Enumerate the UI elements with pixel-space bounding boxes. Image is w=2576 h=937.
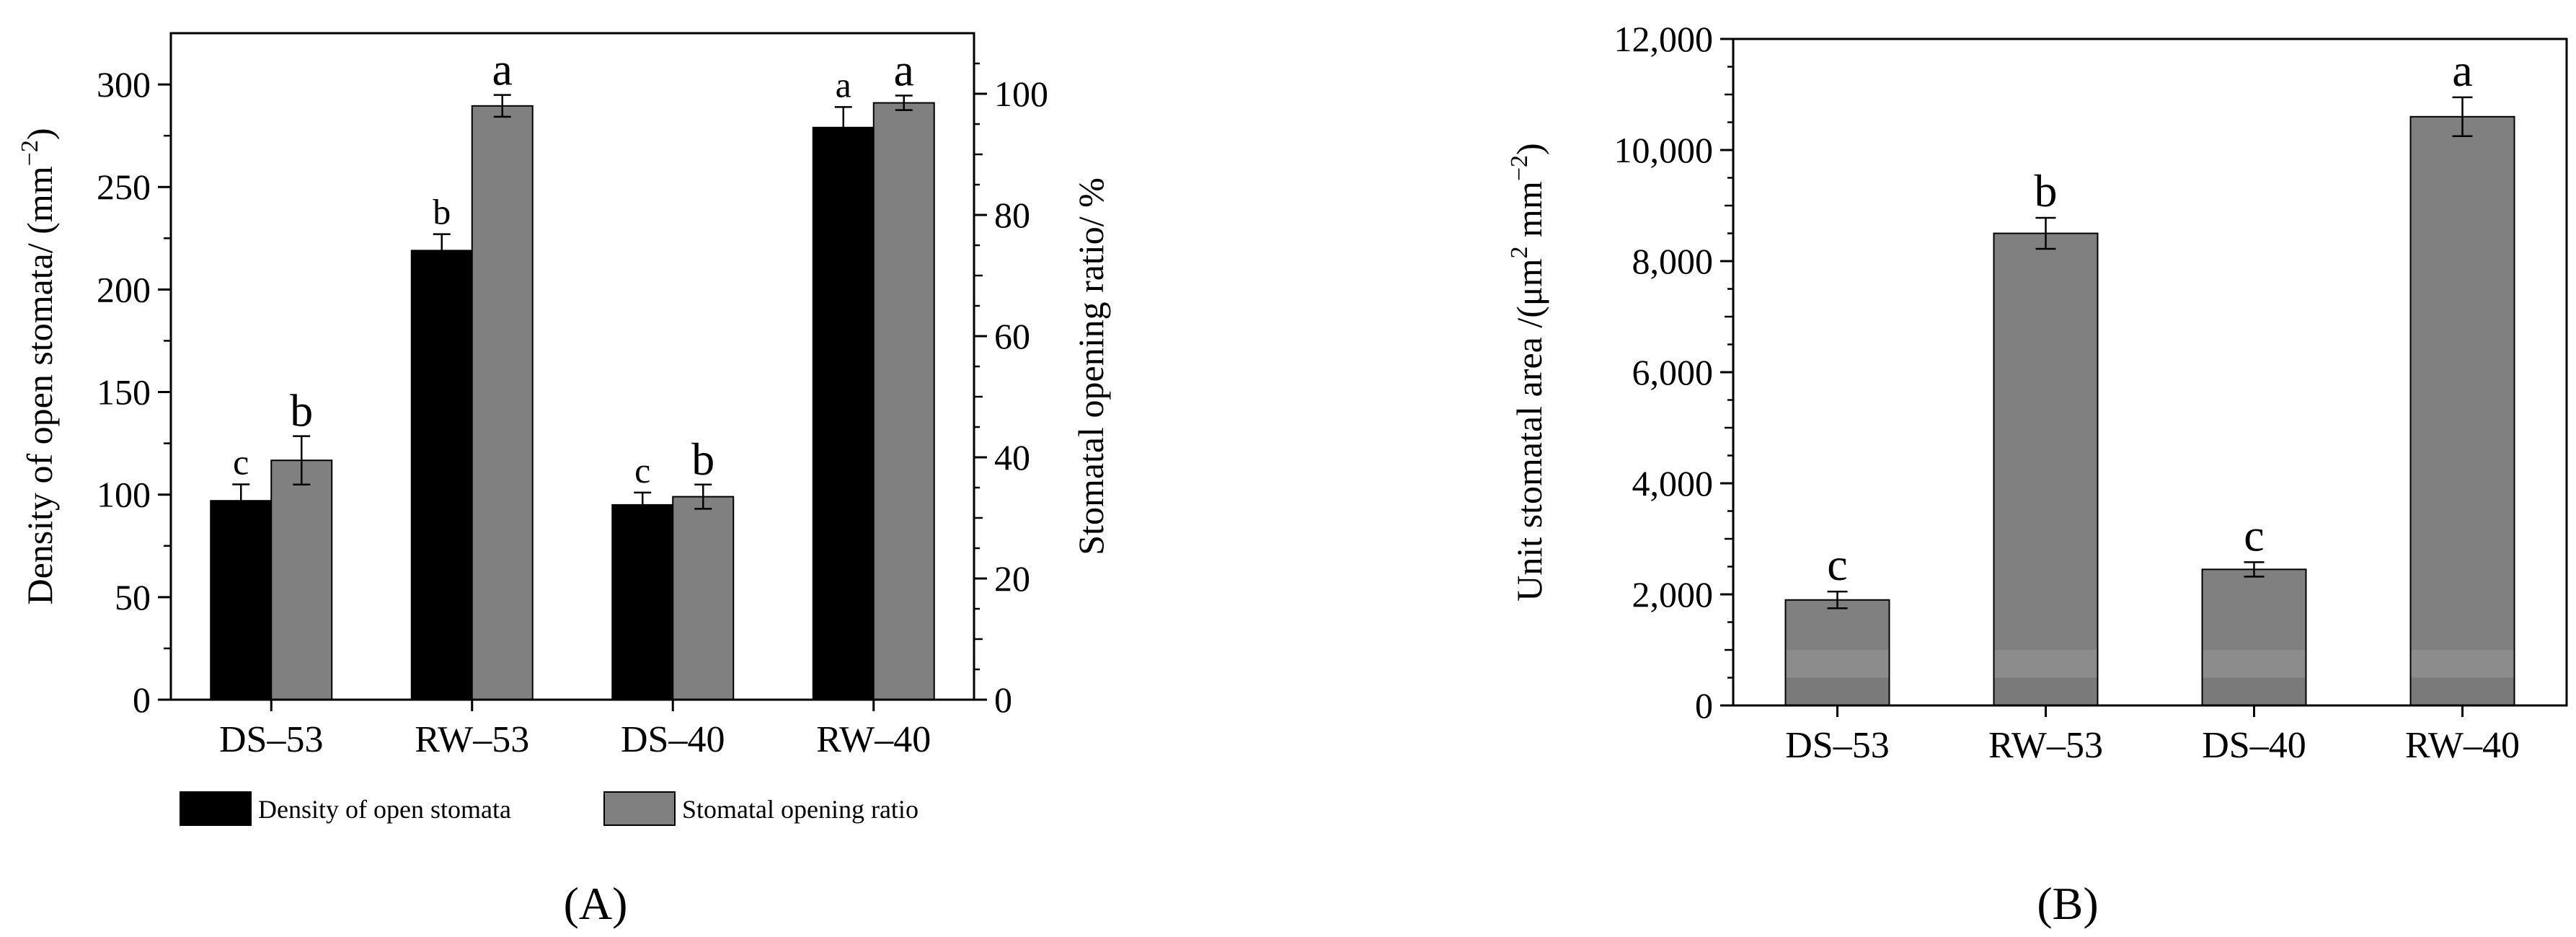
bar-2	[2201, 568, 2307, 706]
x-tick-label-2: DS–40	[621, 719, 725, 760]
bar-ratio-0	[270, 459, 333, 700]
error-bar-ratio-2	[694, 483, 712, 510]
panel-b-y-axis-title: Unit stomatal area /(μm2 mm−2)	[1506, 143, 1549, 601]
bar-density-0	[210, 500, 273, 701]
y2-tick-label-4: 80	[994, 195, 1030, 235]
panel-a-error-bars	[232, 94, 913, 519]
bar-density-3	[812, 126, 875, 700]
bar-ratio-2	[672, 496, 735, 700]
y2-tick-label-1: 20	[994, 558, 1030, 599]
y-tick-label-1: 50	[115, 577, 151, 617]
x-tick-label-2: DS–40	[2202, 725, 2306, 766]
y2-tick-label-5: 100	[994, 74, 1048, 114]
panel-b-label: (B)	[2037, 878, 2098, 929]
bar-body	[2409, 115, 2515, 707]
bar-band	[2411, 650, 2514, 678]
error-bar-density-3	[834, 106, 852, 149]
bar-ratio-3	[872, 102, 935, 701]
error-bar-ratio-0	[293, 435, 311, 486]
bar-1	[1993, 232, 2099, 706]
significance-letter-ratio-2: b	[691, 434, 714, 485]
panel-b-significance-letters: c b c a	[1827, 45, 2472, 590]
bar-0	[1784, 599, 1890, 707]
panel-a-left-axis-ticks: 0 50 100 150 200 250 300	[97, 64, 171, 720]
significance-letter-1: b	[2035, 165, 2058, 216]
y-tick-label-6: 12,000	[1614, 19, 1714, 59]
legend-label-ratio: Stomatal opening ratio	[682, 795, 919, 824]
bar-density-2	[611, 503, 674, 701]
x-tick-label-0: DS–53	[1785, 725, 1889, 766]
y-tick-label-5: 250	[97, 167, 151, 207]
significance-letter-density-1: b	[433, 192, 451, 232]
x-tick-label-1: RW–53	[415, 719, 529, 760]
y-tick-label-6: 300	[97, 64, 151, 105]
x-tick-label-3: RW–40	[2405, 725, 2520, 766]
bar-density-1	[410, 250, 473, 700]
bar-ratio-1	[471, 105, 534, 701]
y2-tick-label-3: 60	[994, 316, 1030, 356]
y-tick-label-4: 8,000	[1632, 241, 1714, 281]
legend-swatch-ratio	[603, 791, 676, 826]
panel-a-y2-axis-title: Stomatal opening ratio/ %	[1071, 177, 1111, 555]
panel-b: c b c a 0 2,000 4,000 6,000 8,000 10,000 12,000 D…	[1506, 19, 2568, 929]
x-tick-label-3: RW–40	[816, 719, 931, 760]
significance-letter-2: c	[2244, 509, 2264, 560]
y-tick-label-2: 4,000	[1632, 463, 1714, 503]
y-tick-label-3: 6,000	[1632, 352, 1714, 392]
legend-swatch-density	[180, 791, 252, 826]
y-tick-label-4: 200	[97, 269, 151, 309]
bar-band	[1994, 677, 2097, 705]
error-bar-ratio-3	[895, 94, 913, 111]
error-bar-3	[2452, 96, 2473, 137]
error-bar-ratio-1	[493, 94, 511, 118]
bar-band	[2411, 677, 2514, 705]
panel-b-error-bars	[1827, 96, 2473, 610]
significance-letter-density-0: c	[233, 441, 249, 482]
bar-3	[2409, 115, 2515, 707]
significance-letter-0: c	[1827, 539, 1847, 590]
bar-band	[2203, 677, 2306, 705]
significance-letter-ratio-0: b	[290, 385, 313, 436]
y2-tick-label-2: 40	[994, 437, 1030, 478]
y-tick-label-1: 2,000	[1632, 574, 1714, 615]
panel-b-y-axis-ticks: 0 2,000 4,000 6,000 8,000 10,000 12,000	[1614, 19, 1733, 726]
legend: Density of open stomata Stomatal opening…	[180, 791, 919, 826]
significance-letter-density-2: c	[634, 450, 650, 491]
y-tick-label-5: 10,000	[1614, 130, 1714, 170]
error-bar-1	[2035, 216, 2056, 250]
significance-letter-ratio-1: a	[492, 44, 513, 95]
panel-a-y-axis-title: Density of open stomata/ (mm−2)	[17, 128, 60, 604]
error-bar-density-1	[433, 233, 451, 268]
y2-tick-label-0: 0	[994, 679, 1012, 720]
error-bar-density-2	[634, 491, 652, 519]
bar-band	[1786, 650, 1889, 678]
error-bar-0	[1827, 590, 1848, 610]
y-tick-label-0: 0	[133, 679, 151, 720]
x-tick-label-1: RW–53	[1988, 725, 2103, 766]
panel-a-x-axis-ticks: DS–53 RW–53 DS–40 RW–40	[219, 700, 931, 760]
significance-letter-3: a	[2452, 45, 2472, 96]
bar-band	[1786, 677, 1889, 705]
x-tick-label-0: DS–53	[219, 719, 323, 760]
bar-band	[1994, 650, 2097, 678]
y-tick-label-2: 100	[97, 475, 151, 515]
bar-body	[1993, 232, 2099, 706]
significance-letter-density-3: a	[836, 64, 851, 105]
panel-a-right-axis-ticks: 0 20 40 60 80 100	[974, 62, 1048, 720]
bar-band	[2203, 650, 2306, 678]
legend-label-density: Density of open stomata	[258, 795, 511, 824]
error-bar-density-0	[232, 483, 250, 519]
panel-b-bars	[1784, 115, 2515, 707]
y-tick-label-3: 150	[97, 372, 151, 413]
panel-a-label: (A)	[564, 878, 628, 929]
y-tick-label-0: 0	[1695, 685, 1713, 726]
significance-letter-ratio-3: a	[894, 45, 914, 96]
panel-a-bars	[210, 102, 935, 701]
error-bar-2	[2244, 561, 2265, 578]
panel-b-x-axis-ticks: DS–53 RW–53 DS–40 RW–40	[1785, 705, 2520, 766]
